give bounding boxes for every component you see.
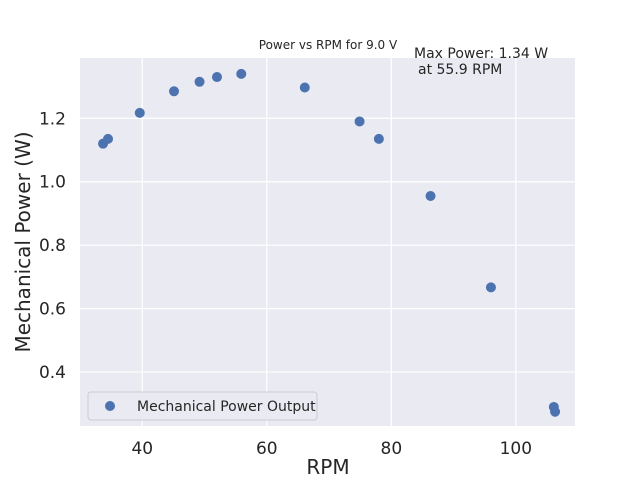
x-axis-label: RPM <box>306 455 349 479</box>
data-points <box>98 68 561 417</box>
y-tick-label: 0.8 <box>39 236 66 256</box>
x-tick-label: 80 <box>381 439 403 459</box>
y-tick-label: 0.6 <box>39 300 66 320</box>
x-tick-label: 60 <box>256 439 278 459</box>
data-point <box>103 133 114 144</box>
legend-box <box>87 391 318 421</box>
plot-background <box>80 58 575 426</box>
y-tick-label: 1.0 <box>39 173 66 193</box>
data-point <box>425 191 436 201</box>
data-point <box>194 76 205 87</box>
data-point <box>236 68 247 79</box>
x-tick-label: 40 <box>131 439 153 459</box>
data-point <box>299 82 310 93</box>
legend: Mechanical Power Output <box>87 391 318 421</box>
annotation-line-2: at 55.9 RPM <box>418 62 502 78</box>
data-point <box>373 133 384 144</box>
data-point <box>134 107 145 118</box>
chart-title: Power vs RPM for 9.0 V <box>259 38 398 52</box>
grid-lines <box>80 58 575 426</box>
y-tick-label: 1.2 <box>39 109 66 129</box>
legend-label: Mechanical Power Output <box>137 399 316 415</box>
y-axis-label: Mechanical Power (W) <box>11 131 35 352</box>
data-point <box>169 86 180 97</box>
legend-marker <box>105 401 115 411</box>
annotation-line-1: Max Power: 1.34 W <box>414 46 548 62</box>
y-tick-label: 0.4 <box>39 363 66 383</box>
data-point <box>354 116 365 127</box>
max-power-annotation: Max Power: 1.34 W at 55.9 RPM <box>414 46 553 78</box>
tick-labels: 40 60 80 100 0.4 0.6 0.8 1.0 1.2 <box>39 109 532 459</box>
data-point <box>485 282 496 293</box>
data-point <box>211 72 222 83</box>
data-point <box>550 406 561 417</box>
x-tick-label: 100 <box>500 439 532 459</box>
